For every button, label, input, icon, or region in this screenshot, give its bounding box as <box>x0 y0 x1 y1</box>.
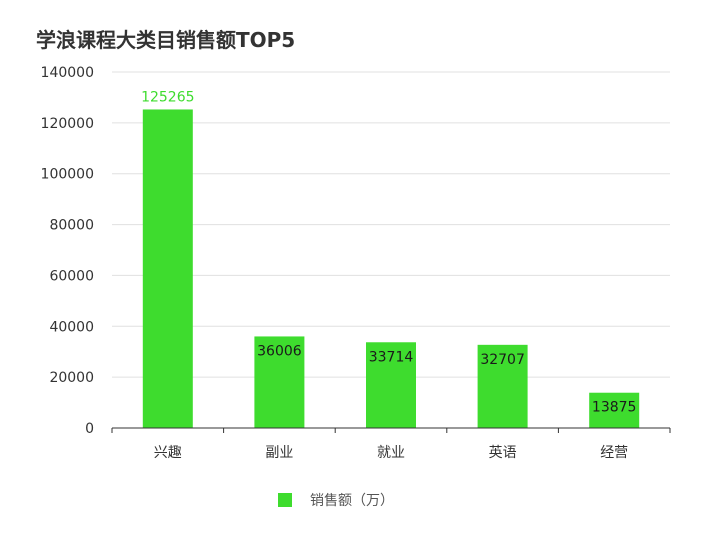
bar-4 <box>589 392 640 428</box>
bar-1 <box>254 336 305 428</box>
bars <box>142 109 640 429</box>
data-label-2: 33714 <box>369 349 414 365</box>
x-tick-label-3: 英语 <box>489 444 517 461</box>
y-tick-label-3: 60000 <box>49 268 94 284</box>
y-tick-label-4: 80000 <box>49 218 94 234</box>
data-label-1: 36006 <box>257 343 302 359</box>
x-tick-label-4: 经营 <box>600 445 628 461</box>
y-tick-label-1: 20000 <box>49 370 94 386</box>
data-label-4: 13875 <box>592 400 637 416</box>
x-tick-label-1: 副业 <box>265 445 293 461</box>
y-tick-label-5: 100000 <box>41 167 94 183</box>
y-tick-label-0: 0 <box>85 421 94 437</box>
bar-2 <box>366 342 416 428</box>
data-label-3: 32707 <box>480 352 525 368</box>
legend[interactable]: 销售额（万） <box>278 490 394 510</box>
axes <box>111 427 671 433</box>
data-label-0: 125265 <box>141 89 194 105</box>
x-tick-label-2: 就业 <box>377 445 405 461</box>
chart-title: 学浪课程大类目销售额TOP5 <box>36 28 296 52</box>
y-tick-label-6: 120000 <box>41 116 94 132</box>
legend-swatch <box>278 493 292 507</box>
y-tick-label-7: 140000 <box>41 65 94 81</box>
bar-0 <box>142 109 193 429</box>
labels: 0 20000 40000 60000 80000 100000 120000 140000 兴… <box>41 65 637 461</box>
legend-label: 销售额（万） <box>310 493 394 509</box>
y-tick-label-2: 40000 <box>49 319 94 335</box>
gridlines <box>112 71 670 378</box>
bar-3 <box>477 344 528 428</box>
x-tick-label-0: 兴趣 <box>154 445 182 461</box>
